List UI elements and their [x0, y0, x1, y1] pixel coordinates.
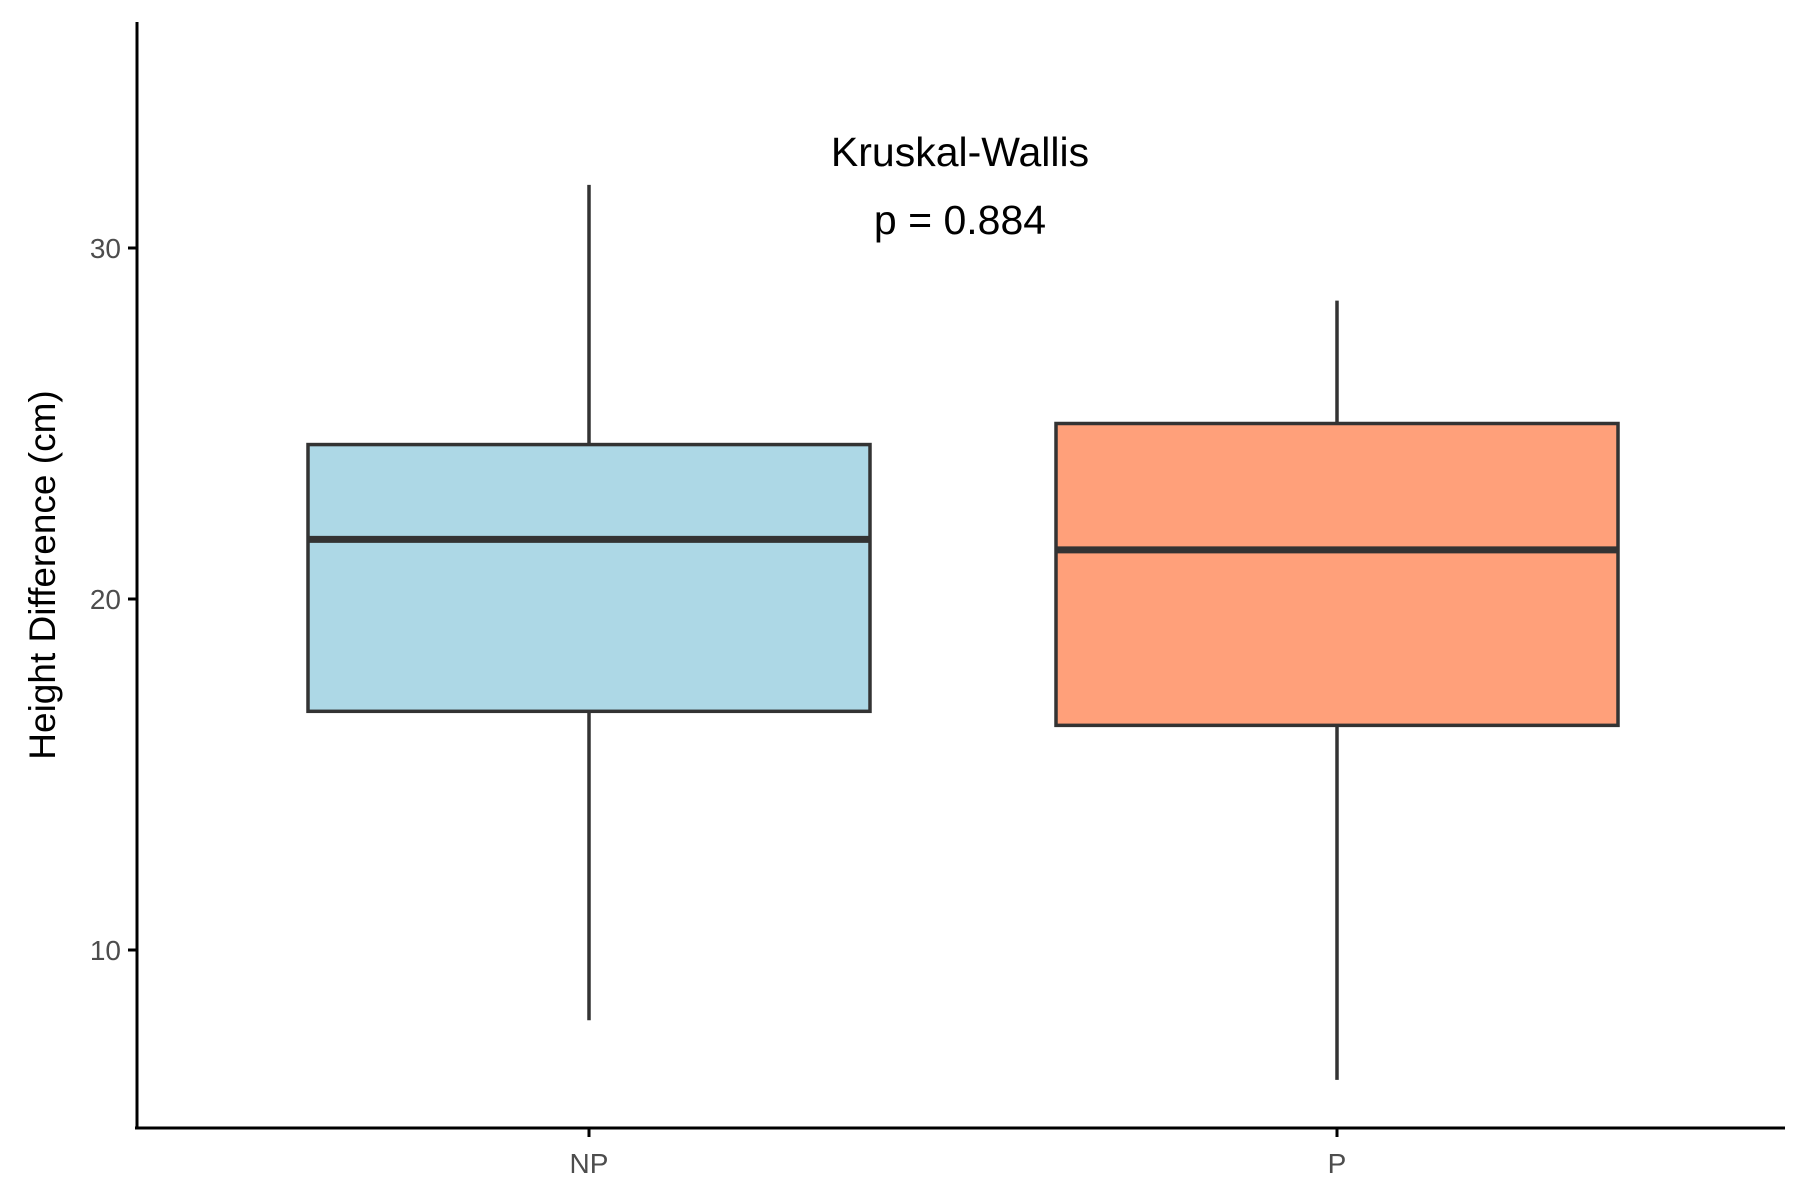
y-tick-label: 20	[90, 584, 121, 615]
annotation-p-value: p = 0.884	[874, 197, 1046, 243]
iqr-box	[1054, 421, 1620, 728]
y-axis-ticks: 10 20 30	[90, 233, 137, 966]
x-axis-ticks: NP P	[570, 1128, 1347, 1179]
y-tick-label: 10	[90, 935, 121, 966]
x-tick-label: P	[1328, 1148, 1347, 1179]
y-tick-label: 30	[90, 233, 121, 264]
plot-area	[306, 184, 1620, 1080]
annotation-test-name: Kruskal-Wallis	[831, 129, 1089, 175]
box-P	[1054, 300, 1620, 1080]
y-axis-title: Height Difference (cm)	[22, 390, 63, 759]
iqr-box	[306, 442, 872, 714]
box-NP	[306, 184, 872, 1021]
x-tick-label: NP	[570, 1148, 609, 1179]
